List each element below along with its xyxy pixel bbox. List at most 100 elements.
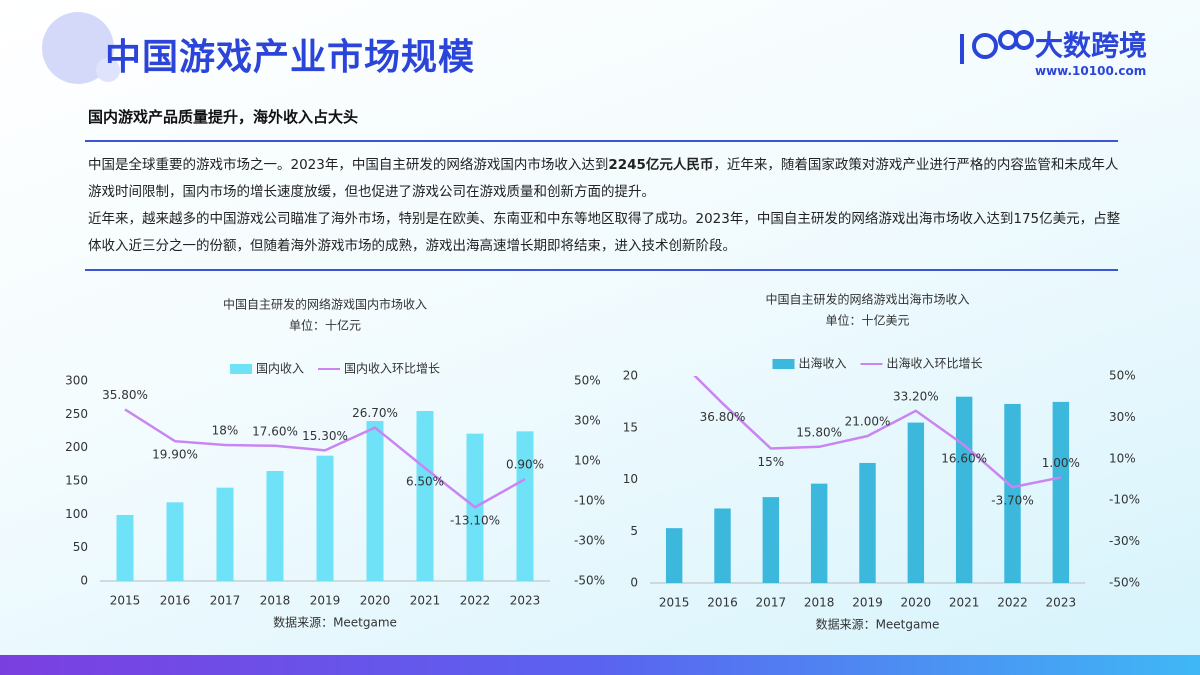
y2-tick-label: 50% bbox=[574, 374, 601, 388]
source-note: 数据来源：Meetgame bbox=[273, 615, 397, 630]
data-label: -13.10% bbox=[450, 514, 500, 528]
y2-tick-label: 10% bbox=[1109, 451, 1136, 465]
bar bbox=[316, 455, 334, 581]
bar bbox=[516, 431, 534, 581]
divider bbox=[85, 269, 1118, 271]
bar bbox=[366, 421, 384, 581]
y-tick-label: 20 bbox=[623, 369, 638, 383]
source-note: 数据来源：Meetgame bbox=[816, 617, 940, 632]
x-tick-label: 2017 bbox=[756, 596, 787, 610]
y2-tick-label: -10% bbox=[1109, 493, 1140, 507]
y2-tick-label: 30% bbox=[1109, 410, 1136, 424]
chart-subtitle: 单位：十亿美元 bbox=[825, 313, 909, 328]
bar bbox=[416, 411, 434, 581]
data-label: 15% bbox=[757, 455, 784, 469]
bar bbox=[810, 483, 828, 583]
x-tick-label: 2019 bbox=[310, 594, 341, 608]
x-tick-label: 2020 bbox=[901, 596, 932, 610]
x-tick-label: 2023 bbox=[510, 594, 541, 608]
y-tick-label: 200 bbox=[65, 440, 88, 454]
y-tick-label: 50 bbox=[73, 540, 88, 554]
chart-subtitle: 单位：十亿元 bbox=[289, 318, 361, 333]
bar bbox=[714, 508, 731, 583]
page-title: 中国游戏产业市场规模 bbox=[105, 37, 476, 78]
bar bbox=[907, 422, 925, 583]
y2-tick-label: -30% bbox=[1109, 534, 1140, 548]
line bbox=[124, 408, 526, 509]
line bbox=[693, 376, 1062, 489]
y2-tick-label: -50% bbox=[1109, 576, 1140, 590]
data-label: 35.80% bbox=[102, 388, 148, 402]
chart-title: 中国自主研发的网络游戏出海市场收入 bbox=[765, 292, 969, 307]
bar bbox=[166, 502, 184, 581]
data-label: 36.80% bbox=[700, 410, 746, 424]
x-tick-label: 2016 bbox=[160, 594, 191, 608]
y-tick-label: 0 bbox=[630, 576, 638, 590]
data-label: 0.90% bbox=[506, 458, 544, 472]
y-tick-label: 250 bbox=[65, 407, 88, 421]
data-label: 16.60% bbox=[941, 452, 987, 466]
x-tick-label: 2021 bbox=[949, 596, 980, 610]
chart-title: 中国自主研发的网络游戏国内市场收入 bbox=[223, 297, 427, 312]
bar bbox=[859, 462, 876, 583]
x-tick-label: 2022 bbox=[460, 594, 491, 608]
text: 近年来，越来越多的中国游戏公司瞄准了海外市场，特别是在欧美、东南亚和中东等地区取… bbox=[88, 211, 1121, 254]
y-tick-label: 300 bbox=[65, 374, 88, 388]
x-tick-label: 2021 bbox=[410, 594, 441, 608]
y-tick-label: 15 bbox=[623, 420, 638, 434]
y2-tick-label: -30% bbox=[574, 534, 605, 548]
x-tick-label: 2022 bbox=[997, 596, 1028, 610]
bar bbox=[762, 497, 780, 583]
y2-tick-label: -50% bbox=[574, 574, 605, 588]
paragraph: 中国是全球重要的游戏市场之一。2023年，中国自主研发的网络游戏国内市场收入达到… bbox=[88, 152, 1128, 206]
bar bbox=[665, 528, 683, 583]
y-tick-label: 10 bbox=[623, 472, 638, 486]
legend-label: 出海收入环比增长 bbox=[887, 356, 983, 371]
data-label: 18% bbox=[212, 424, 239, 438]
data-label: 26.70% bbox=[352, 406, 398, 420]
legend-swatch bbox=[772, 359, 795, 369]
x-tick-label: 2019 bbox=[852, 596, 883, 610]
text: ，近年来，随着国家政策对游戏产业进行严格的内容监管和未成年人游戏时间限制，国内市… bbox=[88, 157, 1119, 200]
y2-tick-label: 50% bbox=[1109, 369, 1136, 383]
data-label: 19.90% bbox=[152, 448, 198, 462]
bar bbox=[116, 515, 134, 581]
highlight: 2245亿元人民币 bbox=[608, 157, 714, 173]
data-label: 21.00% bbox=[845, 415, 891, 429]
y-tick-label: 0 bbox=[80, 574, 88, 588]
x-tick-label: 2015 bbox=[110, 594, 141, 608]
data-label: 15.80% bbox=[796, 425, 842, 439]
y2-tick-label: 10% bbox=[574, 454, 601, 468]
data-label: 33.20% bbox=[893, 389, 939, 403]
data-label: -3.70% bbox=[991, 494, 1033, 508]
x-tick-label: 2018 bbox=[260, 594, 291, 608]
bar bbox=[266, 471, 284, 581]
legend-swatch bbox=[230, 364, 252, 374]
legend-label: 国内收入 bbox=[256, 362, 304, 376]
x-tick-label: 2017 bbox=[210, 594, 241, 608]
data-label: 6.50% bbox=[406, 475, 444, 489]
x-tick-label: 2018 bbox=[804, 596, 835, 610]
brand-url: www.10100.com bbox=[1035, 64, 1147, 78]
y2-tick-label: -10% bbox=[574, 494, 605, 508]
brand: 大数跨境 bbox=[1035, 29, 1148, 62]
data-label: 17.60% bbox=[252, 424, 298, 438]
data-label: 1.00% bbox=[1042, 456, 1080, 470]
text: 中国是全球重要的游戏市场之一。2023年，中国自主研发的网络游戏国内市场收入达到 bbox=[88, 157, 609, 173]
footer-bar bbox=[0, 655, 1200, 675]
bar bbox=[216, 487, 234, 581]
y2-tick-label: 30% bbox=[574, 414, 601, 428]
decor-circle bbox=[42, 12, 114, 84]
logo-mark bbox=[960, 30, 1034, 64]
y-tick-label: 5 bbox=[630, 524, 638, 538]
bar bbox=[1052, 401, 1070, 583]
legend-label: 国内收入环比增长 bbox=[344, 362, 440, 376]
bar bbox=[1004, 403, 1021, 583]
bar bbox=[955, 396, 973, 583]
x-tick-label: 2020 bbox=[360, 594, 391, 608]
x-tick-label: 2023 bbox=[1046, 596, 1077, 610]
x-tick-label: 2016 bbox=[707, 596, 738, 610]
y-tick-label: 150 bbox=[65, 474, 88, 488]
